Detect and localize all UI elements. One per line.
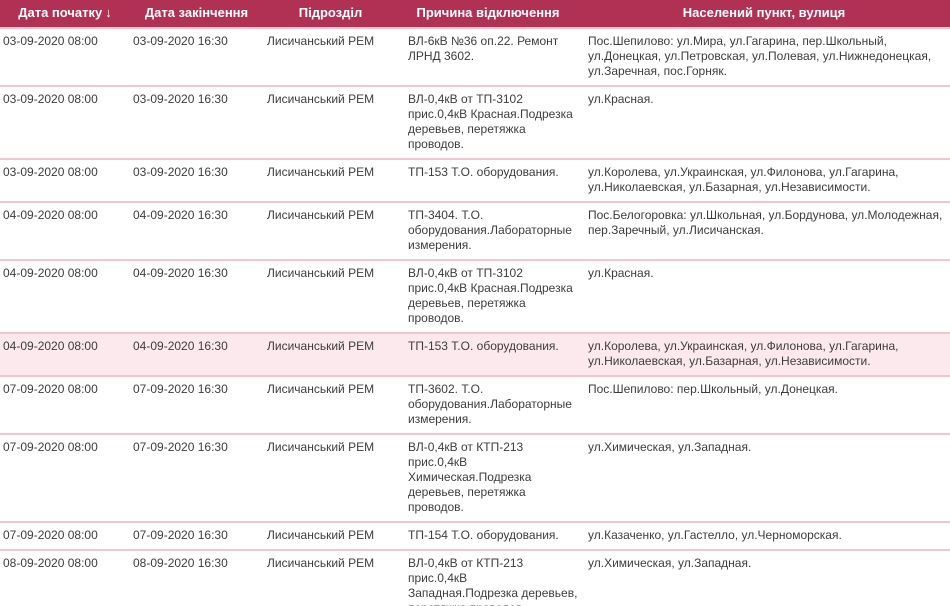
table-row[interactable]: 04-09-2020 08:00 04-09-2020 16:30 Лисича… bbox=[0, 260, 950, 334]
cell-end-date: 04-09-2020 16:30 bbox=[130, 260, 263, 334]
cell-end-date: 03-09-2020 16:30 bbox=[130, 159, 263, 203]
cell-end-date: 07-09-2020 16:30 bbox=[130, 522, 263, 551]
cell-location: ул.Химическая, ул.Западная. bbox=[588, 556, 752, 570]
cell-location: ул.Королева, ул.Украинская, ул.Филонова,… bbox=[578, 333, 950, 377]
cell-location: ул.Казаченко, ул.Гастелло, ул.Черноморск… bbox=[578, 522, 950, 551]
cell-start-date: 08-09-2020 08:00 bbox=[3, 556, 98, 570]
cell-location: Пос.Белогоровка: ул.Школьная, ул.Бордуно… bbox=[578, 202, 950, 261]
cell-reason: ВЛ-0,4кВ от КТП-213 прис.0,4кВ Химическа… bbox=[398, 434, 578, 523]
table-header-row: Дата початку ↓ Дата закінчення Підрозділ … bbox=[0, 0, 950, 29]
column-header-reason[interactable]: Причина відключення bbox=[398, 0, 578, 29]
cell-end-date: 04-09-2020 16:30 bbox=[130, 202, 263, 261]
cell-location: Пос.Шепилово: пер.Школьный, ул.Донецкая. bbox=[578, 376, 950, 435]
table-row[interactable]: 03-09-2020 08:00 03-09-2020 16:30 Лисича… bbox=[0, 28, 950, 87]
cell-unit: Лисичанський РЕМ bbox=[263, 376, 398, 435]
cell-unit: Лисичанський РЕМ bbox=[267, 556, 375, 570]
table-row[interactable]: 08-09-2020 08:00 08-09-2020 16:30 Лисича… bbox=[0, 550, 950, 606]
cell-end-date: 07-09-2020 16:30 bbox=[130, 434, 263, 523]
table-row[interactable]: 04-09-2020 08:00 04-09-2020 16:30 Лисича… bbox=[0, 202, 950, 261]
cell-end-date: 08-09-2020 16:30 bbox=[133, 556, 228, 570]
table-row[interactable]: 07-09-2020 08:00 07-09-2020 16:30 Лисича… bbox=[0, 376, 950, 435]
table-row[interactable]: 07-09-2020 08:00 07-09-2020 16:30 Лисича… bbox=[0, 522, 950, 551]
cell-reason: ВЛ-0,4кВ от КТП-213 прис.0,4кВ Западная.… bbox=[408, 556, 578, 606]
table-row-highlighted[interactable]: 04-09-2020 08:00 04-09-2020 16:30 Лисича… bbox=[0, 333, 950, 377]
table-row[interactable]: 03-09-2020 08:00 03-09-2020 16:30 Лисича… bbox=[0, 159, 950, 203]
table-row[interactable]: 03-09-2020 08:00 03-09-2020 16:30 Лисича… bbox=[0, 86, 950, 160]
table-row[interactable]: 07-09-2020 08:00 07-09-2020 16:30 Лисича… bbox=[0, 434, 950, 523]
cell-location: ул.Красная. bbox=[578, 260, 950, 334]
cell-start-date: 03-09-2020 08:00 bbox=[0, 159, 130, 203]
cell-end-date: 07-09-2020 16:30 bbox=[130, 376, 263, 435]
cell-location: ул.Королева, ул.Украинская, ул.Филонова,… bbox=[578, 159, 950, 203]
cell-unit: Лисичанський РЕМ bbox=[263, 159, 398, 203]
cell-unit: Лисичанський РЕМ bbox=[263, 260, 398, 334]
cell-reason: ТП-153 Т.О. оборудования. bbox=[398, 159, 578, 203]
cell-unit: Лисичанський РЕМ bbox=[263, 86, 398, 160]
column-header-start-date-label: Дата початку bbox=[18, 5, 103, 20]
cell-reason: ТП-153 Т.О. оборудования. bbox=[398, 333, 578, 377]
cell-unit: Лисичанський РЕМ bbox=[263, 202, 398, 261]
cell-unit: Лисичанський РЕМ bbox=[263, 28, 398, 87]
cell-start-date: 03-09-2020 08:00 bbox=[0, 28, 130, 87]
cell-start-date: 04-09-2020 08:00 bbox=[0, 202, 130, 261]
cell-start-date: 04-09-2020 08:00 bbox=[0, 260, 130, 334]
sort-descending-icon: ↓ bbox=[105, 5, 112, 20]
cell-location: ул.Химическая, ул.Западная. bbox=[578, 434, 950, 523]
cell-reason: ВЛ-0,4кВ от ТП-3102 прис.0,4кВ Красная.П… bbox=[398, 86, 578, 160]
cell-reason: ВЛ-0,4кВ от ТП-3102 прис.0,4кВ Красная.П… bbox=[398, 260, 578, 334]
cell-unit: Лисичанський РЕМ bbox=[263, 434, 398, 523]
cell-unit: Лисичанський РЕМ bbox=[263, 333, 398, 377]
cell-reason: ТП-154 Т.О. оборудования. bbox=[398, 522, 578, 551]
column-header-location[interactable]: Населений пункт, вулиця bbox=[578, 0, 950, 29]
cell-end-date: 03-09-2020 16:30 bbox=[130, 86, 263, 160]
cell-start-date: 07-09-2020 08:00 bbox=[0, 522, 130, 551]
cell-end-date: 03-09-2020 16:30 bbox=[130, 28, 263, 87]
cell-reason: ВЛ-6кВ №36 оп.22. Ремонт ЛРНД 3602. bbox=[398, 28, 578, 87]
cell-start-date: 04-09-2020 08:00 bbox=[0, 333, 130, 377]
cell-location: Пос.Шепилово: ул.Мира, ул.Гагарина, пер.… bbox=[578, 28, 950, 87]
column-header-end-date[interactable]: Дата закінчення bbox=[130, 0, 263, 29]
cell-reason: ТП-3404. Т.О. оборудования.Лабораторные … bbox=[398, 202, 578, 261]
cell-start-date: 07-09-2020 08:00 bbox=[0, 434, 130, 523]
cell-reason: ТП-3602. Т.О. оборудования.Лабораторные … bbox=[398, 376, 578, 435]
column-header-unit[interactable]: Підрозділ bbox=[263, 0, 398, 29]
cell-end-date: 04-09-2020 16:30 bbox=[130, 333, 263, 377]
cell-location: ул.Красная. bbox=[578, 86, 950, 160]
cell-unit: Лисичанський РЕМ bbox=[263, 522, 398, 551]
cell-start-date: 07-09-2020 08:00 bbox=[0, 376, 130, 435]
cell-start-date: 03-09-2020 08:00 bbox=[0, 86, 130, 160]
column-header-start-date[interactable]: Дата початку ↓ bbox=[0, 0, 130, 29]
